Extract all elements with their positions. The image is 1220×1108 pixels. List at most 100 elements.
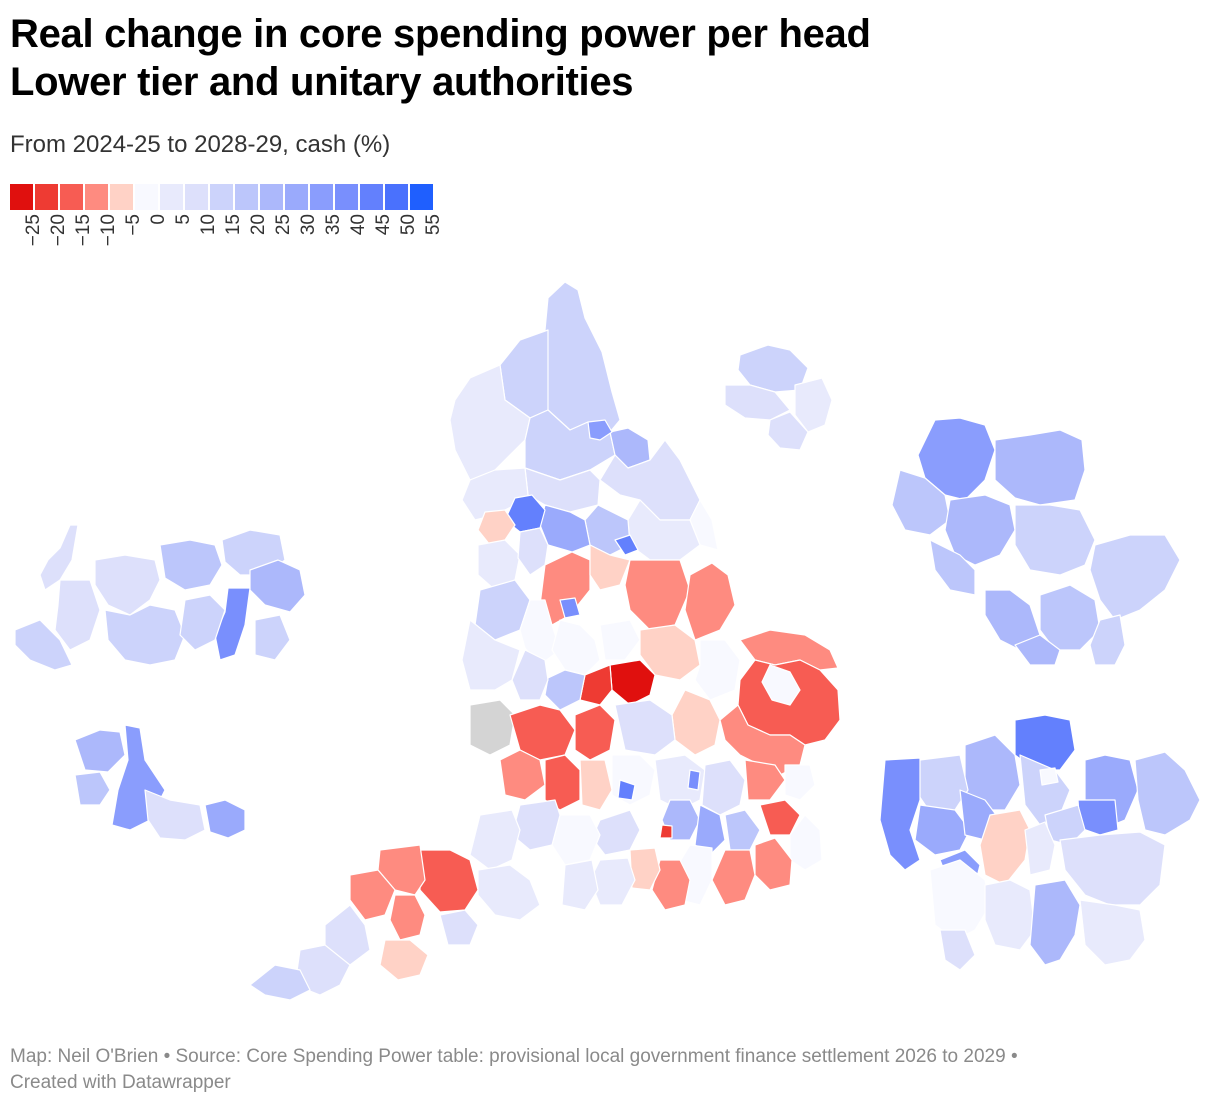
legend-swatch [210,184,233,210]
authority-region[interactable] [701,759,746,816]
legend-swatches [10,184,435,210]
authority-region[interactable] [94,554,161,616]
authority-region[interactable] [929,859,991,941]
authority-region[interactable] [687,769,701,791]
authority-region[interactable] [914,754,969,813]
authority-region[interactable] [461,619,521,691]
legend-swatch [110,184,133,210]
authority-region[interactable] [1029,879,1081,966]
legend-swatch [35,184,58,210]
authority-region[interactable] [694,639,741,701]
authority-region[interactable] [1024,821,1056,876]
authority-region[interactable] [544,669,586,711]
authority-region[interactable] [1134,751,1201,836]
authority-region[interactable] [144,789,206,841]
authority-region[interactable] [639,624,701,681]
authority-region[interactable] [511,799,561,851]
authority-region[interactable] [1014,714,1076,771]
authority-region[interactable] [984,879,1036,951]
authority-region[interactable] [551,619,601,676]
legend-tick-label: 40 [348,214,369,236]
authority-region[interactable] [1039,584,1101,651]
authority-region[interactable] [559,597,581,619]
legend-tick-label: 10 [198,214,219,236]
authority-region[interactable] [794,377,833,433]
authority-region[interactable] [759,799,801,836]
authority-region[interactable] [994,429,1086,506]
authority-region[interactable] [589,544,631,591]
authority-region[interactable] [1039,767,1059,786]
authority-region[interactable] [694,804,726,856]
authority-region[interactable] [517,527,549,576]
authority-region[interactable] [349,869,396,921]
legend-swatch [10,184,33,210]
authority-region[interactable] [671,689,721,756]
authority-region[interactable] [614,699,676,756]
authority-region[interactable] [784,764,816,801]
authority-region[interactable] [599,619,641,661]
authority-region[interactable] [891,469,951,536]
england-main-map [249,281,841,1001]
authority-region[interactable] [767,411,809,451]
legend-tick-label: 50 [398,214,419,236]
authority-region[interactable] [579,759,613,811]
authority-region[interactable] [724,809,761,851]
authority-region[interactable] [179,594,226,651]
authority-region[interactable] [551,814,601,866]
authority-region[interactable] [724,384,791,421]
authority-region[interactable] [917,417,996,501]
authority-region[interactable] [469,699,516,756]
authority-region[interactable] [54,579,101,651]
authority-region[interactable] [104,604,186,666]
authority-region[interactable] [14,619,73,671]
authority-region[interactable] [939,929,976,971]
authority-region[interactable] [74,771,111,806]
authority-region[interactable] [254,614,291,661]
authority-region[interactable] [1014,504,1096,576]
authority-region[interactable] [587,419,613,441]
authority-region[interactable] [624,559,691,631]
authority-region[interactable] [249,964,311,1001]
authority-region[interactable] [249,559,306,613]
authority-region[interactable] [914,804,971,856]
authority-region[interactable] [539,504,591,553]
authority-region[interactable] [879,757,921,871]
authority-region[interactable] [654,754,706,811]
legend-swatch [60,184,83,210]
authority-region[interactable] [204,799,246,839]
authority-region[interactable] [574,704,616,761]
authority-region[interactable] [1089,534,1181,621]
footer-credit: Created with Datawrapper [10,1072,231,1093]
legend-tick-label: −5 [123,214,144,236]
authority-region[interactable] [979,809,1031,886]
authority-region[interactable] [617,779,636,801]
authority-region[interactable] [744,759,786,801]
authority-region[interactable] [1079,899,1146,966]
authority-region[interactable] [1089,614,1126,666]
authority-region[interactable] [944,494,1016,566]
authority-region[interactable] [659,824,673,839]
authority-region[interactable] [1014,634,1061,666]
authority-region[interactable] [539,281,621,433]
authority-region[interactable] [469,809,521,871]
authority-region[interactable] [379,939,429,981]
authority-region[interactable] [614,534,639,556]
legend-swatch [185,184,208,210]
authority-region[interactable] [39,524,79,591]
authority-region[interactable] [519,599,561,666]
authority-region[interactable] [711,849,756,906]
authority-region[interactable] [929,539,976,596]
authority-region[interactable] [754,837,793,891]
authority-region[interactable] [684,562,736,641]
authority-region[interactable] [1059,831,1166,906]
authority-region[interactable] [389,894,426,941]
authority-region[interactable] [761,664,801,706]
authority-region[interactable] [477,864,541,921]
authority-region[interactable] [74,729,126,773]
authority-region[interactable] [419,849,479,913]
authority-region[interactable] [159,539,223,591]
authority-region[interactable] [561,859,599,911]
authority-region[interactable] [439,909,479,946]
authority-region[interactable] [651,859,691,911]
authority-region[interactable] [544,754,581,811]
